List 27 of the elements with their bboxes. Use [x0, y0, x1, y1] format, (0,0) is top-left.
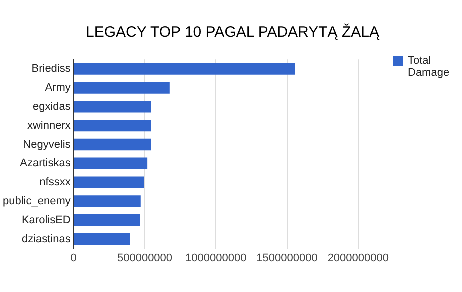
y-tick-label: KarolisED [22, 214, 71, 226]
y-tick-label: xwinnerx [27, 120, 72, 132]
bar [74, 82, 170, 94]
y-tick-label: Army [45, 82, 72, 94]
y-tick-label: Briediss [32, 63, 72, 76]
bar [74, 138, 152, 151]
chart-title: LEGACY TOP 10 PAGAL PADARYTĄ ŽALĄ [86, 24, 380, 41]
bar [74, 120, 152, 132]
y-tick-label: Azartiskas [20, 158, 72, 170]
x-tick-label: 500000000 [117, 252, 173, 264]
x-tick-label: 0 [70, 252, 77, 264]
y-tick-label: egxidas [32, 100, 72, 113]
bar [74, 158, 148, 170]
bar [74, 196, 141, 208]
bar [74, 101, 152, 113]
bar [74, 214, 140, 226]
bar [74, 233, 130, 246]
bar [74, 176, 144, 188]
y-tick-label: nfssxx [40, 176, 72, 189]
legend-label: Total Damage [408, 55, 451, 79]
y-tick-label: public_enemy [3, 196, 72, 208]
x-tick-label: 1500000000 [256, 252, 318, 264]
x-tick-label: 1000000000 [186, 252, 247, 264]
bar [74, 63, 296, 75]
y-tick-label: dziastinas [22, 233, 72, 246]
y-tick-label: Negyvelis [23, 138, 72, 151]
x-tick-label: 2000000000 [328, 252, 390, 264]
